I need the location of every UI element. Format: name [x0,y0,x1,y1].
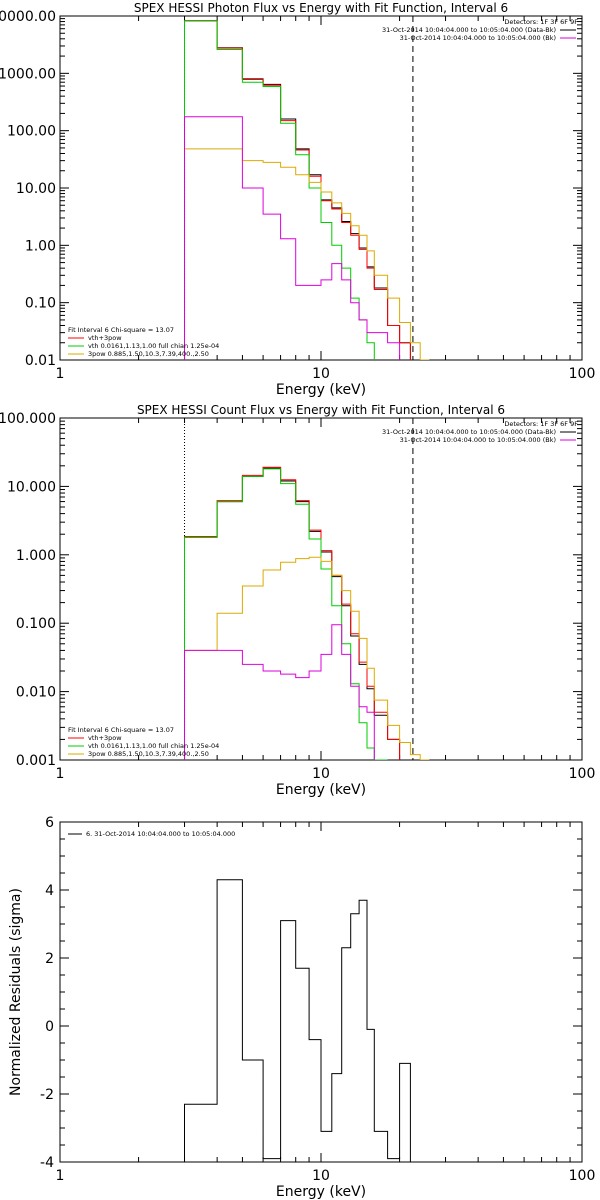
legend-entry: 3pow 0.885,1.50,10.3,7.39,400.,2.50 [88,750,209,758]
x-tick-label: 10 [312,766,330,782]
series-3pow-line [184,148,430,360]
x-tick-label: 1 [56,1168,65,1184]
legend-entry: vth+3pow [88,334,122,342]
y-tick-label: 4 [45,883,54,899]
y-tick-label: 10.000 [7,479,56,495]
x-axis-label: Energy (keV) [276,782,366,798]
y-tick-label: 0.001 [16,753,56,769]
x-axis-label: Energy (keV) [276,1184,366,1200]
y-tick-label: 0.01 [25,353,56,369]
series-3pow-line [184,556,430,760]
legend-entry: 31-Oct-2014 10:04:04.000 to 10:05:04.000… [382,26,556,34]
series-bk-line [184,624,375,760]
legend-entry: Fit Interval 6 Chi-square = 13.07 [68,726,174,734]
plot-frame [59,417,583,761]
legend-entry: vth 0.0161,1.13,1.00 full chian 1.25e-04 [88,742,219,750]
series-vth-line [184,20,375,360]
x-tick-label: 100 [569,366,596,382]
x-tick-label: 10 [312,366,330,382]
y-tick-label: 10.00 [16,181,56,197]
y-tick-label: 0.100 [16,616,56,632]
legend-entry: vth+3pow [88,734,122,742]
y-tick-label: 2 [45,951,54,967]
series-data-bk-line [184,20,411,360]
series-residuals-line [184,879,411,1162]
x-tick-label: 1 [56,366,65,382]
legend-entry: 6. 31-Oct-2014 10:04:04.000 to 10:05:04.… [86,830,235,838]
legend-entry: 31-Oct-2014 10:04:04.000 to 10:05:04.000… [400,34,556,42]
x-tick-label: 1 [56,766,65,782]
y-tick-label: 1.00 [25,238,56,254]
x-tick-label: 10 [312,1168,330,1184]
legend-entry: 3pow 0.885,1.50,10.3,7.39,400.,2.50 [88,350,209,358]
x-axis-label: Energy (keV) [276,382,366,398]
legend-entry: 31-Oct-2014 10:04:04.000 to 10:05:04.000… [382,428,556,436]
x-tick-label: 100 [569,1168,596,1184]
series-vth-3pow-line [184,20,411,360]
y-tick-label: 100.00 [7,124,56,140]
legend-entry: Detectors: 1F 3F 6F 9F [504,18,578,26]
x-tick-label: 100 [569,766,596,782]
y-tick-label: 1.000 [16,548,56,564]
y-tick-label: 1000.00 [0,66,56,82]
legend-entry: Fit Interval 6 Chi-square = 13.07 [68,326,174,334]
y-tick-label: 0 [45,1019,54,1035]
y-tick-label: 10000.00 [0,9,56,25]
y-axis-label: Normalized Residuals (sigma) [8,888,24,1096]
y-tick-label: -2 [40,1087,54,1103]
y-tick-label: -4 [40,1155,54,1171]
y-tick-label: 100.000 [0,411,56,427]
legend-entry: 31-Oct-2014 10:04:04.000 to 10:05:04.000… [400,436,556,444]
y-tick-label: 6 [45,815,54,831]
chart-title: SPEX HESSI Photon Flux vs Energy with Fi… [134,1,508,15]
series-vth-3pow-line [184,466,401,760]
series-bk-line [184,116,401,360]
y-tick-label: 0.010 [16,685,56,701]
y-tick-label: 0.10 [25,296,56,312]
legend-entry: Detectors: 1F 3F 6F 9F [504,420,578,428]
chart-title: SPEX HESSI Count Flux vs Energy with Fit… [137,403,505,417]
series-vth-line [184,468,388,760]
legend-entry: vth 0.0161,1.13,1.00 full chian 1.25e-04 [88,342,219,350]
